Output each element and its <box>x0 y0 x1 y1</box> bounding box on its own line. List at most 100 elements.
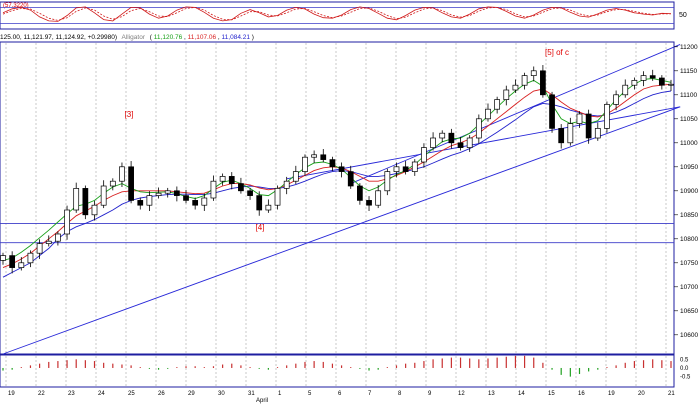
price-candle <box>466 135 473 152</box>
wave-label-3: [3] <box>125 110 134 119</box>
price-candle <box>668 79 674 91</box>
price-candle <box>494 96 501 114</box>
price-candle <box>384 168 391 196</box>
price-candle <box>64 205 70 240</box>
price-candle <box>164 187 171 198</box>
date-axis: April 19 22 23 24 25 26 29 30 31 1 5 6 7 8 9 12 13 14 15 16… <box>8 391 675 404</box>
x-tick-label: 31 <box>248 391 255 397</box>
oscillator-signal-line <box>2 6 671 21</box>
price-candle <box>73 182 80 213</box>
price-candle <box>27 250 34 268</box>
price-tick-label: 10650 <box>680 308 698 315</box>
price-tick-label: 11150 <box>680 68 697 75</box>
price-candle <box>219 173 226 186</box>
oscillator-panel: (57.3220) 50 <box>0 1 687 30</box>
x-tick-label: 9 <box>428 391 432 397</box>
trend-channel-lines <box>2 43 681 355</box>
price-candle <box>475 114 482 144</box>
x-tick-label: 6 <box>338 391 342 397</box>
horizontal-support-lines <box>0 222 674 244</box>
price-candle <box>658 75 665 90</box>
chart-header: 125.00, 11,121.97, 11,124.92, +0.29980) … <box>0 34 254 41</box>
price-candle <box>338 162 345 178</box>
price-candle <box>82 185 89 220</box>
price-candle <box>357 183 363 205</box>
x-tick-label: 1 <box>278 391 282 397</box>
price-candle <box>576 111 583 128</box>
x-tick-label: 19 <box>608 391 615 397</box>
histogram-bars <box>2 355 672 377</box>
ohlc-readout: 125.00, 11,121.97, 11,124.92, +0.29980) … <box>0 34 254 41</box>
channel-line-upper <box>350 43 681 185</box>
price-candle <box>540 65 546 98</box>
price-candle <box>0 252 6 265</box>
price-candle <box>558 124 565 149</box>
x-tick-label: 12 <box>458 391 465 397</box>
price-tick-label: 10600 <box>680 332 698 339</box>
price-y-axis: 11200 11150 11100 11050 11000 10950 10900 10850… <box>674 44 698 339</box>
x-tick-label: 29 <box>188 391 195 397</box>
x-tick-label: 5 <box>308 391 312 397</box>
price-candle <box>183 189 189 204</box>
alligator-open-paren: ( <box>150 34 153 41</box>
price-candle <box>155 187 162 199</box>
x-tick-label: 30 <box>218 391 225 397</box>
price-candle <box>45 235 52 247</box>
price-candle <box>210 175 217 201</box>
price-candle <box>402 161 409 175</box>
price-candle <box>512 79 519 93</box>
histogram-y-axis: 0.5 0.0 -0.5 <box>680 357 691 380</box>
price-candle <box>201 193 208 211</box>
x-tick-label: 23 <box>68 391 75 397</box>
oscillator-readout: (57.3220) <box>3 3 29 9</box>
price-candle <box>613 90 619 111</box>
price-candle <box>366 196 372 211</box>
price-candle <box>320 149 327 163</box>
price-candle <box>119 162 125 187</box>
price-candle <box>329 156 336 172</box>
price-panel: 11200 11150 11100 11050 11000 10950 10900 10850… <box>0 41 698 355</box>
price-candle <box>347 165 354 189</box>
price-tick-label: 10950 <box>680 164 698 171</box>
price-candle <box>256 191 263 216</box>
price-candle <box>265 199 272 213</box>
price-tick-label: 11000 <box>680 140 698 147</box>
price-tick-label: 11100 <box>680 92 697 99</box>
histogram-grid <box>5 356 667 386</box>
x-tick-label: 26 <box>158 391 165 397</box>
x-tick-label: 7 <box>368 391 372 397</box>
alligator-jaw-value: 11,120.76 <box>154 34 183 41</box>
price-tick-label: 11200 <box>680 44 698 51</box>
oscillator-main-line <box>2 6 672 22</box>
price-candle <box>375 185 382 209</box>
price-candle <box>292 165 299 185</box>
price-candle <box>100 180 107 209</box>
x-tick-label: 16 <box>578 391 585 397</box>
price-candle <box>457 137 464 151</box>
price-candle <box>36 239 43 259</box>
x-tick-label: 21 <box>668 391 675 397</box>
x-tick-label: 14 <box>518 391 525 397</box>
wave-annotations: [3] [4] [5] of c <box>125 48 569 232</box>
price-candle <box>631 77 638 90</box>
price-candle <box>649 69 656 81</box>
price-candle <box>9 251 16 274</box>
channel-line-lower <box>2 106 681 355</box>
x-tick-label: 13 <box>488 391 495 397</box>
price-candle <box>247 187 253 200</box>
price-candle <box>91 200 98 221</box>
price-candle <box>311 150 317 163</box>
alligator-lips-value: 11,084.21 <box>222 34 251 41</box>
price-candle <box>411 159 418 176</box>
price-candle <box>530 66 537 82</box>
price-tick-label: 10900 <box>680 188 698 195</box>
wave-label-5-of-c: [5] of c <box>545 48 569 57</box>
x-tick-label: 20 <box>638 391 645 397</box>
x-tick-label: 24 <box>98 391 105 397</box>
x-tick-label: 22 <box>38 391 45 397</box>
x-tick-label: 25 <box>128 391 135 397</box>
alligator-teeth-value: 11,107.06 <box>188 34 217 41</box>
histogram-tick-label: 0.5 <box>680 357 689 363</box>
